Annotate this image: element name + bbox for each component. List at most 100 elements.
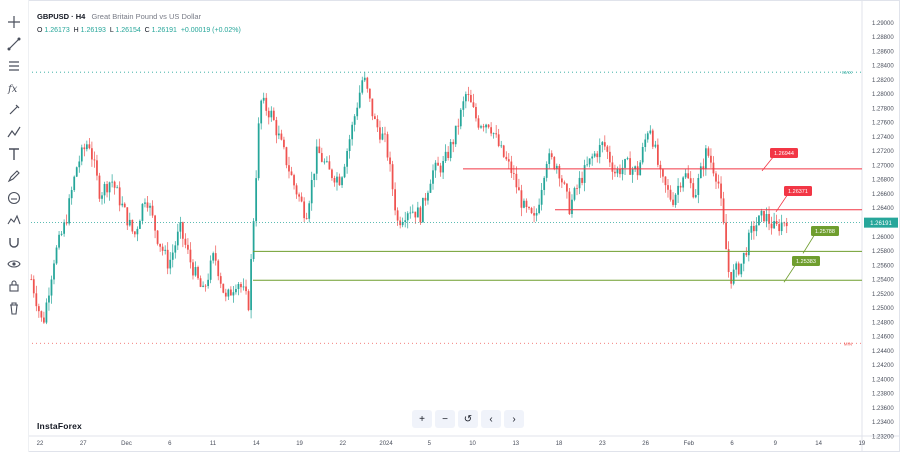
reset-button[interactable]: ↺ xyxy=(458,410,478,428)
crosshair-icon[interactable] xyxy=(6,14,22,30)
candle-body xyxy=(747,232,750,256)
candle-body xyxy=(197,267,199,279)
candle-body xyxy=(323,161,326,163)
candle-body xyxy=(384,133,386,135)
brush-icon[interactable] xyxy=(6,102,22,118)
y-tick-label: 1.26600 xyxy=(872,192,894,198)
pencil-icon[interactable] xyxy=(6,168,22,184)
candle-body xyxy=(742,252,745,264)
candle-body xyxy=(184,238,187,245)
ruler-icon[interactable] xyxy=(6,212,22,228)
trash-icon[interactable] xyxy=(6,300,22,316)
y-tick-label: 1.28000 xyxy=(872,92,894,98)
candle-body xyxy=(515,173,518,188)
candle-body xyxy=(139,220,141,229)
candle-body xyxy=(467,94,470,96)
zoom-out-button[interactable]: − xyxy=(435,410,455,428)
scroll-right-button[interactable]: › xyxy=(504,410,524,428)
candle-body xyxy=(65,222,68,224)
magnet-icon[interactable] xyxy=(6,234,22,250)
candle-body xyxy=(447,151,450,159)
candle-body xyxy=(485,124,487,128)
candle-body xyxy=(169,259,172,269)
y-tick-label: 1.23800 xyxy=(872,392,894,398)
x-tick-label: 19 xyxy=(859,441,866,447)
lock-icon[interactable] xyxy=(6,278,22,294)
candle-body xyxy=(732,269,735,284)
brand-logo: InstaForex xyxy=(37,421,82,431)
pattern-icon[interactable] xyxy=(6,124,22,140)
candle-body xyxy=(462,101,465,110)
candle-body xyxy=(538,204,541,214)
candle-body xyxy=(477,118,480,128)
candle-body xyxy=(566,183,568,192)
candle-body xyxy=(581,177,583,183)
candle-body xyxy=(237,284,240,290)
y-tick-label: 1.26400 xyxy=(872,206,894,212)
text-icon[interactable] xyxy=(6,146,22,162)
candle-body xyxy=(98,175,101,199)
candle-body xyxy=(121,203,124,206)
y-tick-label: 1.27400 xyxy=(872,135,894,141)
candle-body xyxy=(710,155,712,163)
candle-body xyxy=(83,147,86,150)
candle-body xyxy=(366,77,369,89)
candle-body xyxy=(550,153,553,158)
candle-body xyxy=(101,195,103,199)
candle-body xyxy=(717,181,720,184)
candle-body xyxy=(265,97,268,111)
level-callout-label: 1.25383 xyxy=(796,259,816,265)
candle-body xyxy=(497,134,500,146)
candle-body xyxy=(543,177,546,190)
candle-body xyxy=(144,202,146,204)
y-tick-label: 1.28600 xyxy=(872,49,894,55)
candle-body xyxy=(495,133,498,135)
candle-body xyxy=(429,183,432,193)
candle-body xyxy=(416,207,419,218)
candle-body xyxy=(217,260,220,277)
candle-body xyxy=(37,306,40,312)
y-tick-label: 1.23600 xyxy=(872,406,894,412)
candle-body xyxy=(649,130,652,134)
candle-body xyxy=(644,139,647,148)
candle-body xyxy=(363,77,366,81)
x-tick-label: 22 xyxy=(37,441,44,447)
zoom-in-button[interactable]: + xyxy=(412,410,432,428)
candle-body xyxy=(285,147,288,166)
candle-body xyxy=(199,278,202,287)
candle-body xyxy=(250,259,252,311)
x-tick-label: 27 xyxy=(80,441,87,447)
candle-body xyxy=(730,272,733,284)
candle-body xyxy=(422,197,424,223)
candle-body xyxy=(111,181,114,183)
scroll-left-button[interactable]: ‹ xyxy=(481,410,501,428)
candle-body xyxy=(255,178,258,222)
trend-line-icon[interactable] xyxy=(6,36,22,52)
candle-body xyxy=(725,222,727,250)
x-tick-label: 6 xyxy=(730,441,734,447)
candle-body xyxy=(452,141,455,145)
x-tick-label: 19 xyxy=(296,441,303,447)
candle-body xyxy=(454,125,457,145)
y-tick-label: 1.28400 xyxy=(872,64,894,70)
candle-body xyxy=(760,210,763,216)
max-label: MAX xyxy=(842,70,852,75)
candle-body xyxy=(750,225,753,233)
candle-body xyxy=(712,162,715,174)
fx-icon[interactable]: fx xyxy=(6,80,22,96)
candle-body xyxy=(697,178,700,195)
candle-body xyxy=(235,289,237,293)
eye-icon[interactable] xyxy=(6,256,22,272)
face-icon[interactable] xyxy=(6,190,22,206)
candle-body xyxy=(229,289,232,296)
candle-body xyxy=(439,165,442,173)
candle-body xyxy=(336,176,338,183)
candle-body xyxy=(35,293,38,307)
candle-body xyxy=(510,161,513,174)
candle-body xyxy=(512,173,515,174)
candle-body xyxy=(242,286,245,288)
fib-icon[interactable] xyxy=(6,58,22,74)
candle-body xyxy=(432,170,434,184)
candle-body xyxy=(257,123,260,179)
